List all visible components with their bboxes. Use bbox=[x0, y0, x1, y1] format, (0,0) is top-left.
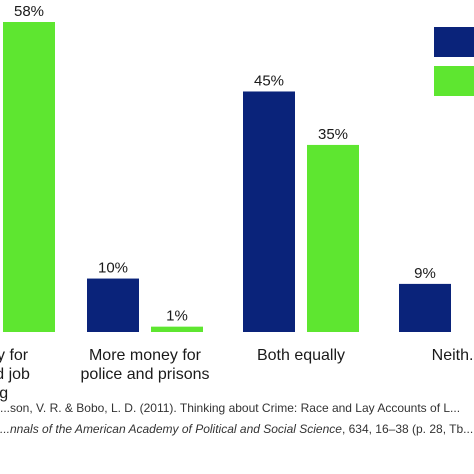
bar-series-2-category-1 bbox=[3, 22, 55, 332]
journal-details: , 634, 16–38 (p. 28, Tb... bbox=[341, 422, 474, 436]
category-label-1-line-1: ...ney for bbox=[0, 347, 29, 364]
value-label-series-1-category-3: 45% bbox=[254, 72, 284, 89]
category-label-1-line-3: ...g bbox=[0, 385, 8, 402]
category-label-1-line-2: ...and job bbox=[0, 366, 30, 383]
source-citation-line-2: ...nnals of the American Academy of Poli… bbox=[0, 422, 473, 436]
category-label-3-line-1: Both equally bbox=[257, 347, 345, 364]
category-label-2-line-1: More money for bbox=[89, 347, 202, 364]
value-label-series-1-category-4: 9% bbox=[414, 265, 436, 282]
value-labels-group: 58% 10% 1% 45% 35% 9% bbox=[14, 3, 436, 325]
category-label-4-line-1: Neith... bbox=[432, 347, 474, 364]
legend-swatch-series-1 bbox=[434, 27, 474, 57]
category-label-2-line-2: police and prisons bbox=[81, 366, 210, 383]
bar-series-2-category-2 bbox=[151, 326, 203, 332]
value-label-series-2-category-2: 1% bbox=[166, 308, 188, 325]
value-label-series-2-category-1: 58% bbox=[14, 3, 44, 20]
value-label-series-1-category-2: 10% bbox=[98, 260, 128, 277]
legend-swatch-series-2 bbox=[434, 66, 474, 96]
value-label-series-2-category-3: 35% bbox=[318, 126, 348, 143]
bars-group bbox=[3, 22, 451, 332]
category-labels-group: ...ney for ...and job ...g More money for po… bbox=[0, 347, 474, 402]
journal-title: ...nnals of the American Academy of Poli… bbox=[0, 422, 342, 436]
bar-series-1-category-2 bbox=[87, 278, 139, 332]
bar-series-1-category-3 bbox=[243, 91, 295, 332]
source-citation-line-1: ...son, V. R. & Bobo, L. D. (2011). Thin… bbox=[0, 401, 461, 415]
bar-series-1-category-4 bbox=[399, 283, 451, 332]
bar-series-2-category-3 bbox=[307, 144, 359, 332]
